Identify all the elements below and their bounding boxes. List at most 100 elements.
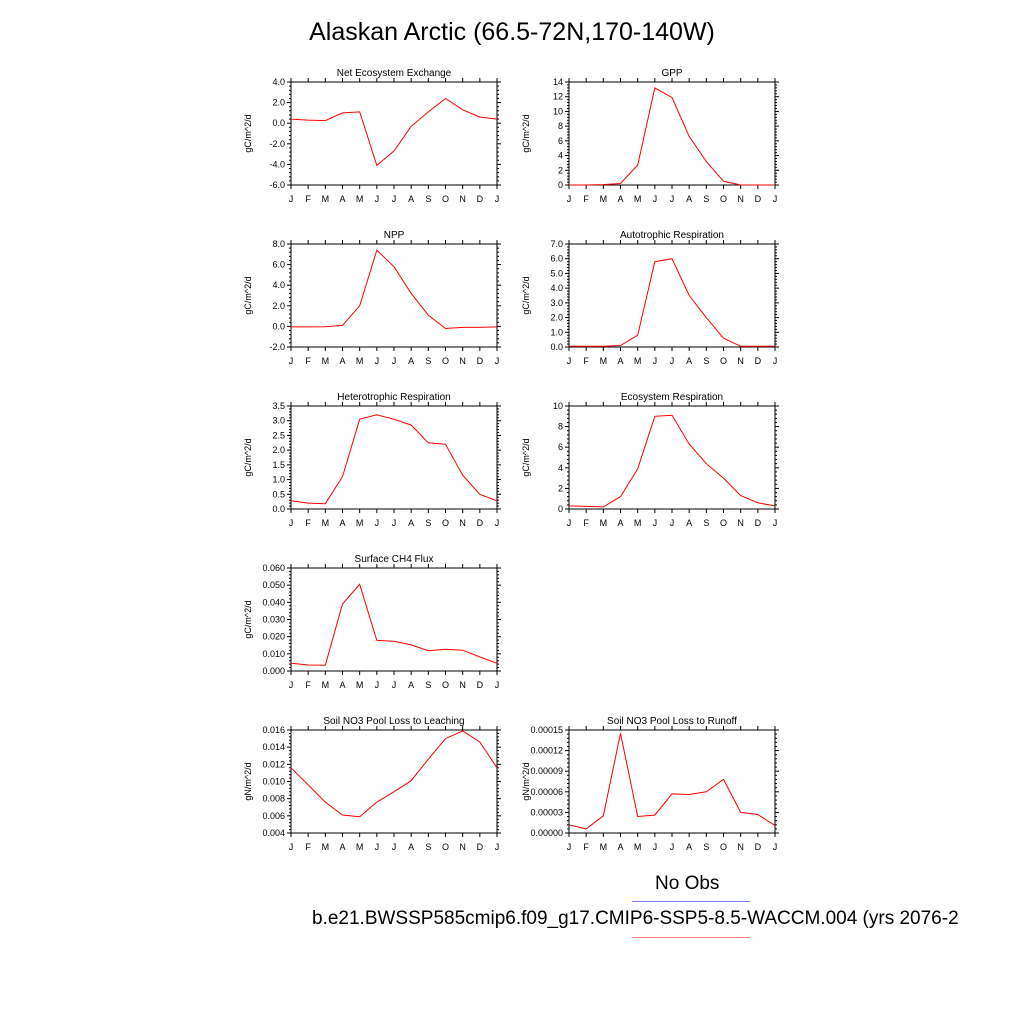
y-tick-label: 12 xyxy=(553,92,563,102)
x-tick-label: J xyxy=(392,356,397,366)
y-tick-label: 6 xyxy=(558,136,563,146)
x-tick-label: O xyxy=(720,356,727,366)
x-tick-label: J xyxy=(289,194,294,204)
plot-frame xyxy=(290,729,498,834)
x-tick-label: M xyxy=(634,842,642,852)
x-tick-label: D xyxy=(477,680,484,690)
x-tick-label: A xyxy=(617,356,623,366)
y-tick-label: 4 xyxy=(558,463,563,473)
y-tick-label: 0.008 xyxy=(262,794,285,804)
chart-panel-9: Soil NO3 Pool Loss to Runoff 0.00000 0.000… xyxy=(521,716,779,852)
x-tick-label: N xyxy=(459,356,466,366)
series-line xyxy=(569,258,775,347)
x-tick-label: N xyxy=(737,842,744,852)
x-tick-label: A xyxy=(339,356,345,366)
y-tick-label: 0.0 xyxy=(272,504,285,514)
x-tick-label: M xyxy=(356,680,364,690)
y-tick-label: 14 xyxy=(553,77,563,87)
x-tick-label: A xyxy=(408,680,414,690)
x-tick-label: S xyxy=(425,842,431,852)
y-tick-label: 0.00006 xyxy=(530,787,563,797)
x-tick-label: J xyxy=(653,518,658,528)
x-tick-label: J xyxy=(670,842,675,852)
x-tick-label: A xyxy=(617,842,623,852)
y-tick-label: -2.0 xyxy=(269,139,285,149)
x-tick-label: J xyxy=(567,518,572,528)
x-tick-label: N xyxy=(459,194,466,204)
x-tick-label: J xyxy=(653,842,658,852)
x-tick-label: M xyxy=(356,194,364,204)
x-tick-label: J xyxy=(495,194,500,204)
x-tick-label: S xyxy=(703,518,709,528)
x-tick-label: M xyxy=(634,518,642,528)
x-tick-label: F xyxy=(305,518,311,528)
y-tick-label: 2.0 xyxy=(550,313,563,323)
y-tick-label: -2.0 xyxy=(269,342,285,352)
x-tick-label: F xyxy=(583,842,589,852)
y-tick-label: 0.5 xyxy=(272,489,285,499)
panel-title: Soil NO3 Pool Loss to Leaching xyxy=(323,716,464,727)
series-line xyxy=(291,249,498,330)
x-tick-label: O xyxy=(442,518,449,528)
y-tick-label: 0.00015 xyxy=(530,725,563,735)
y-tick-label: 0.040 xyxy=(262,597,285,607)
x-tick-label: J xyxy=(289,518,294,528)
y-tick-label: 3.0 xyxy=(272,416,285,426)
y-tick-label: 0.050 xyxy=(262,580,285,590)
plot-frame xyxy=(290,405,498,510)
series-line xyxy=(568,733,776,830)
y-tick-label: 0 xyxy=(558,504,563,514)
x-tick-label: D xyxy=(755,356,762,366)
y-tick-label: 0.0 xyxy=(550,342,563,352)
y-tick-label: 0.016 xyxy=(262,725,285,735)
x-tick-label: M xyxy=(322,680,330,690)
y-tick-label: 0.014 xyxy=(262,742,285,752)
y-tick-label: 6.0 xyxy=(550,254,563,264)
x-tick-label: F xyxy=(305,842,311,852)
panel-title: Ecosystem Respiration xyxy=(621,392,723,403)
x-tick-label: M xyxy=(600,518,608,528)
x-tick-label: O xyxy=(442,680,449,690)
x-tick-label: F xyxy=(583,356,589,366)
x-tick-label: N xyxy=(459,842,466,852)
chart-panel-5: Heterotrophic Respiration 0.0 0.5 1.0 1.5 2.0… xyxy=(243,392,501,528)
y-axis-label: gC/m^2/d xyxy=(521,114,531,152)
legend-model-line xyxy=(632,937,750,938)
x-tick-label: F xyxy=(583,518,589,528)
panel-title: GPP xyxy=(661,68,682,79)
y-tick-label: 4 xyxy=(558,151,563,161)
x-tick-label: A xyxy=(617,518,623,528)
x-tick-label: A xyxy=(686,356,692,366)
x-tick-label: D xyxy=(477,842,484,852)
x-tick-label: J xyxy=(375,680,380,690)
x-tick-label: O xyxy=(442,356,449,366)
x-tick-label: D xyxy=(477,194,484,204)
y-tick-label: 2.0 xyxy=(272,445,285,455)
x-tick-label: J xyxy=(773,356,778,366)
x-tick-label: O xyxy=(442,842,449,852)
y-tick-label: 0.012 xyxy=(262,759,285,769)
y-tick-label: 0.0 xyxy=(272,321,285,331)
x-tick-label: O xyxy=(720,842,727,852)
x-tick-label: J xyxy=(495,518,500,528)
x-tick-label: J xyxy=(567,356,572,366)
x-tick-label: D xyxy=(477,518,484,528)
chart-panel-3: NPP-2.00.02.04.06.08.0J F M A M J J A S O N D JgC/m^… xyxy=(243,230,501,366)
panel-title: Net Ecosystem Exchange xyxy=(337,68,452,79)
x-tick-label: S xyxy=(703,356,709,366)
y-tick-label: 8 xyxy=(558,121,563,131)
x-tick-label: J xyxy=(653,356,658,366)
y-tick-label: 2 xyxy=(558,165,563,175)
x-tick-label: J xyxy=(495,842,500,852)
y-axis-label: gC/m^2/d xyxy=(243,114,253,152)
x-tick-label: J xyxy=(773,842,778,852)
x-tick-label: J xyxy=(375,356,380,366)
x-tick-label: O xyxy=(442,194,449,204)
chart-panel-7: Surface CH4 Flux 0.000 0.010 0.020 0.030 0.04… xyxy=(243,554,501,690)
series-line xyxy=(290,583,498,666)
y-tick-label: 0.010 xyxy=(262,649,285,659)
y-tick-label: 0.00003 xyxy=(530,807,563,817)
x-tick-label: N xyxy=(737,518,744,528)
x-tick-label: A xyxy=(339,518,345,528)
